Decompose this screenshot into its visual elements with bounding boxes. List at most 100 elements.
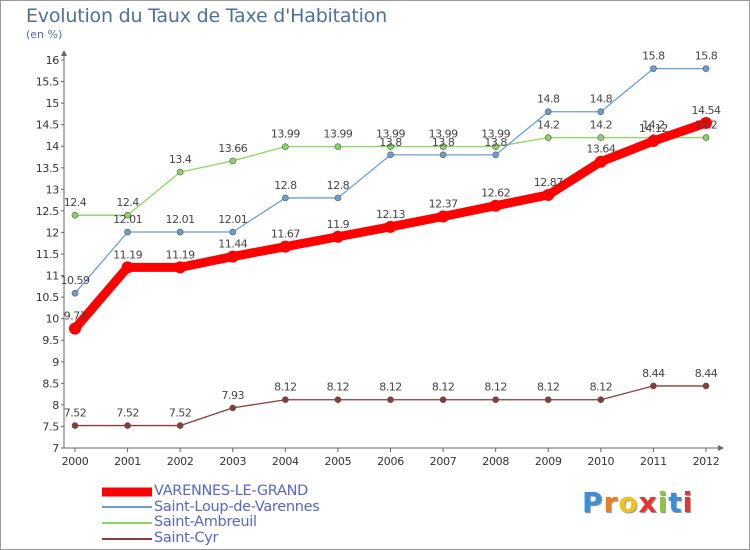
data-label: 13.4	[169, 153, 192, 166]
data-label: 11.19	[113, 248, 142, 261]
data-point	[597, 108, 605, 116]
data-label: 14.2	[695, 119, 718, 132]
data-point	[71, 289, 79, 297]
data-label: 13.99	[323, 128, 352, 141]
data-label: 10.59	[61, 274, 90, 287]
data-point	[229, 404, 237, 412]
data-label: 11.67	[271, 228, 300, 241]
x-tick-label: 2009	[535, 455, 562, 468]
x-tick-label: 2011	[640, 455, 667, 468]
y-tick-label: 15.5	[36, 76, 60, 89]
data-label: 13.99	[376, 128, 405, 141]
y-tick-label: 16	[46, 54, 60, 67]
proxiti-logo: Proxiti	[582, 486, 693, 519]
x-tick-label: 2007	[430, 455, 457, 468]
data-label: 8.12	[537, 381, 560, 394]
data-label: 13.64	[586, 143, 615, 156]
legend-swatch	[102, 487, 152, 497]
y-tick-label: 7.5	[42, 420, 59, 433]
data-point	[334, 143, 342, 150]
legend-swatch	[102, 521, 152, 524]
data-label: 7.52	[64, 407, 87, 420]
y-tick-label: 12.5	[36, 205, 60, 218]
y-tick-label: 10	[46, 313, 60, 326]
y-tick-label: 8	[52, 399, 59, 412]
data-point	[229, 157, 237, 165]
data-label: 13.8	[379, 136, 402, 149]
data-label: 11.19	[166, 248, 195, 261]
data-label: 13.99	[429, 128, 458, 141]
data-point	[489, 199, 502, 212]
data-point	[702, 134, 710, 141]
data-label: 13.8	[484, 136, 507, 149]
y-tick-label: 14.5	[36, 119, 60, 132]
data-point	[282, 194, 289, 202]
y-tick-label: 13.5	[36, 162, 60, 175]
x-tick-label: 2001	[114, 455, 141, 468]
data-point	[176, 168, 184, 176]
y-tick-label: 14	[46, 140, 60, 153]
data-label: 12.8	[274, 179, 297, 192]
y-tick-label: 15	[46, 97, 60, 110]
data-point	[176, 228, 184, 236]
data-point	[124, 228, 131, 236]
data-label: 11.44	[218, 238, 247, 251]
data-point	[331, 230, 344, 243]
x-tick-label: 2004	[272, 455, 299, 468]
data-label: 12.62	[481, 187, 510, 200]
logo-letter: i	[657, 486, 669, 519]
data-point	[437, 210, 450, 223]
data-label: 8.12	[484, 381, 507, 394]
data-label: 7.52	[169, 407, 192, 420]
data-label: 12.8	[327, 179, 350, 192]
data-point	[121, 261, 134, 274]
x-tick-label: 2003	[219, 455, 246, 468]
data-label: 12.01	[166, 213, 195, 226]
data-label: 8.12	[327, 381, 350, 394]
data-point	[69, 322, 81, 335]
data-label: 8.12	[590, 381, 613, 394]
logo-letter: o	[618, 486, 639, 519]
legend-item: Saint-Loup-de-Varennes	[102, 498, 402, 516]
logo-letter: i	[682, 486, 694, 519]
data-point	[439, 143, 447, 150]
legend-label: VARENNES-LE-GRAND	[154, 483, 308, 499]
data-label: 14.8	[537, 93, 560, 106]
data-point	[71, 211, 79, 219]
data-point	[650, 382, 657, 390]
data-point	[124, 422, 131, 429]
y-axis-arrow	[61, 50, 67, 56]
legend-item: Saint-Ambreuil	[102, 514, 402, 531]
legend-label: Saint-Loup-de-Varennes	[154, 498, 320, 515]
data-label: 14.2	[642, 119, 665, 132]
legend-swatch	[102, 537, 152, 540]
data-point	[282, 143, 289, 150]
data-label: 12.87	[534, 176, 563, 189]
data-point	[71, 422, 79, 429]
data-label: 13.66	[218, 142, 247, 155]
data-point	[387, 396, 394, 404]
chart-subtitle: (en %)	[26, 28, 63, 41]
data-point	[650, 65, 657, 72]
data-label: 14.2	[590, 119, 613, 132]
data-label: 14.12	[639, 122, 668, 135]
x-axis-arrow	[718, 445, 724, 451]
data-point	[492, 396, 499, 404]
data-point	[700, 116, 712, 129]
y-tick-label: 10.5	[36, 291, 60, 304]
data-label: 8.44	[642, 367, 665, 380]
data-point	[282, 396, 289, 404]
logo-letter: r	[603, 486, 619, 519]
data-label: 15.8	[695, 50, 718, 63]
data-label: 12.01	[113, 213, 142, 226]
data-point	[597, 396, 605, 404]
y-tick-label: 8.5	[42, 377, 59, 390]
y-tick-label: 11.5	[36, 248, 60, 261]
data-label: 13.99	[271, 128, 300, 141]
data-point	[544, 396, 552, 404]
legend-label: Saint-Cyr	[154, 529, 219, 546]
x-tick-label: 2008	[482, 455, 509, 468]
data-point	[279, 240, 292, 253]
y-tick-label: 9.5	[42, 334, 59, 347]
